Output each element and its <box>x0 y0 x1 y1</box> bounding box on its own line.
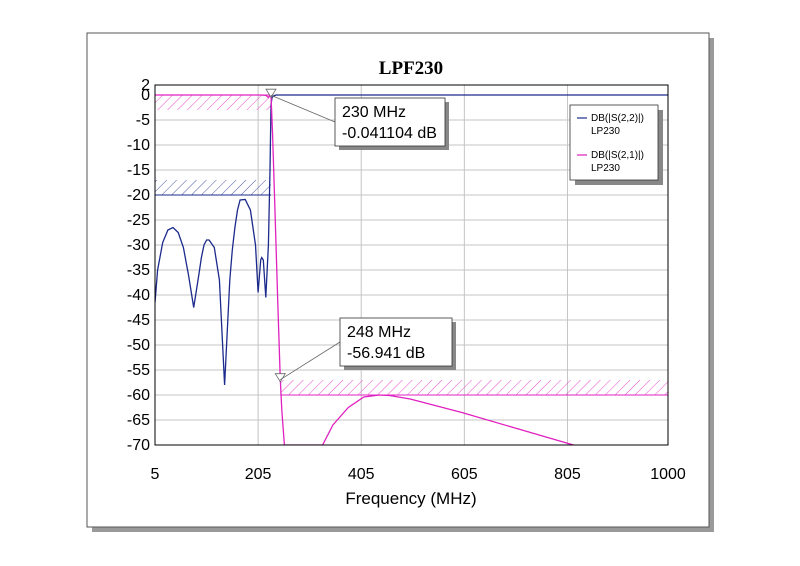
x-tick-label: 1000 <box>650 466 686 483</box>
y-tick-label: 0 <box>141 87 150 104</box>
marker-triangle <box>265 88 277 98</box>
spec-mask-hatch <box>155 180 272 195</box>
y-tick-label: -55 <box>127 362 150 379</box>
legend-label-s22: DB(|S(2,2)|) <box>591 113 644 124</box>
y-tick-label: -30 <box>127 237 150 254</box>
chart-title: LPF230 <box>379 58 443 79</box>
y-tick-label: -50 <box>127 337 150 354</box>
y-tick-label: -10 <box>127 137 150 154</box>
plot-border <box>154 84 669 446</box>
y-tick-label: -20 <box>127 187 150 204</box>
x-axis-ticks: 5 205 405 605 805 1000 <box>151 466 686 483</box>
marker-leader <box>270 94 336 123</box>
spec-mask-hatch <box>280 380 668 395</box>
y-tick-label: -25 <box>127 212 150 229</box>
legend-sub-s22: LP230 <box>591 126 620 137</box>
x-tick-label: 405 <box>348 466 375 483</box>
y-tick-label: -40 <box>127 287 150 304</box>
legend: DB(|S(2,2)|) LP230 DB(|S(2,1)|) LP230 <box>569 104 663 185</box>
marker-label-freq: 230 MHz <box>342 104 406 121</box>
marker-box <box>339 317 453 367</box>
y-tick-label: -15 <box>127 162 150 179</box>
y-axis-ticks: 20 -5 -10 -15 -20 -25 -30 -35 -40 -45 -50 -55 -60 -65… <box>127 77 150 454</box>
marker-label-value: -56.941 dB <box>347 345 425 362</box>
marker-label-freq: 248 MHz <box>347 324 411 341</box>
y-tick-label: -60 <box>127 387 150 404</box>
y-tick-label: -35 <box>127 262 150 279</box>
x-tick-label: 605 <box>451 466 478 483</box>
legend-sub-s21: LP230 <box>591 163 620 174</box>
y-tick-label: 2 <box>141 77 150 94</box>
x-axis-title: Frequency (MHz) <box>345 489 476 508</box>
legend-label-s21: DB(|S(2,1)|) <box>591 150 644 161</box>
marker-leader <box>280 341 341 381</box>
x-tick-label: 205 <box>245 466 272 483</box>
x-tick-label: 5 <box>151 466 160 483</box>
y-tick-label: -5 <box>136 112 150 129</box>
x-tick-label: 805 <box>554 466 581 483</box>
marker-box <box>334 97 446 147</box>
spec-masks <box>155 94 668 396</box>
y-tick-label: -70 <box>127 437 150 454</box>
marker-label-value: -0.041104 dB <box>342 125 437 142</box>
series-line-0 <box>155 94 668 386</box>
spec-mask-hatch <box>155 95 272 110</box>
y-tick-label: -65 <box>127 412 150 429</box>
markers-group: 230 MHz -0.041104 dB 248 MHz -56.941 dB <box>265 88 456 383</box>
y-tick-label: -45 <box>127 312 150 329</box>
